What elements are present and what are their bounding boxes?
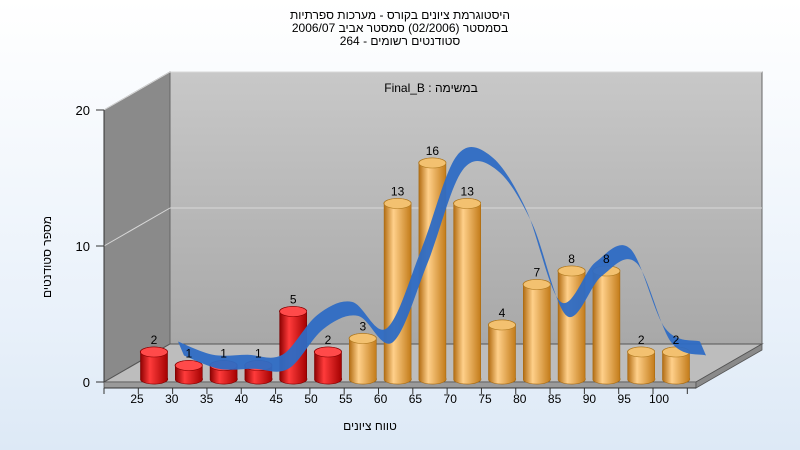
bar-value-label: 1 xyxy=(255,347,262,361)
bar-value-label: 16 xyxy=(426,144,440,158)
bar-value-label: 13 xyxy=(461,185,475,199)
bar xyxy=(522,279,551,385)
bar-value-label: 13 xyxy=(391,185,405,199)
y-axis-label: מספר סטודנטים xyxy=(40,215,54,299)
bar-value-label: 5 xyxy=(290,293,297,307)
x-tick-label: 75 xyxy=(478,392,492,406)
x-axis-label: טווח ציונים xyxy=(343,419,397,433)
bar xyxy=(487,319,517,385)
y-axis-ticks: 0 10 20 xyxy=(76,103,105,390)
x-tick-label: 40 xyxy=(235,392,249,406)
bar xyxy=(348,333,377,385)
bars xyxy=(139,157,691,385)
bar-value-label: 7 xyxy=(533,266,540,280)
data-labels: 2 1 1 1 5 2 3 13 16 13 4 7 8 8 2 2 xyxy=(151,144,680,361)
trend-ribbon xyxy=(178,147,706,372)
x-tick-label: 80 xyxy=(513,392,527,406)
bar-value-label: 8 xyxy=(568,252,575,266)
bar-value-label: 2 xyxy=(325,333,332,347)
x-tick-label: 55 xyxy=(339,392,353,406)
y-tick-label: 0 xyxy=(83,375,90,390)
x-tick-label: 25 xyxy=(130,392,144,406)
y-tick-label: 20 xyxy=(76,103,90,118)
bar xyxy=(313,346,343,385)
chart-subtitle: Final_B : במשימה xyxy=(384,81,478,95)
x-tick-label: 90 xyxy=(583,392,597,406)
grid-line-left xyxy=(103,207,171,247)
bar xyxy=(627,346,656,385)
bar xyxy=(453,198,482,385)
y-tick-label: 10 xyxy=(76,239,90,254)
grid-line-left xyxy=(103,71,171,111)
chart-title-line2: בסמסטר (02/2006) סמסטר אביב 2006/07 xyxy=(291,21,509,35)
bar-value-label: 2 xyxy=(673,333,680,347)
x-tick-label: 60 xyxy=(374,392,388,406)
x-tick-label: 70 xyxy=(444,392,458,406)
x-tick-label: 35 xyxy=(200,392,214,406)
x-tick-label: 30 xyxy=(165,392,179,406)
bar xyxy=(592,265,621,385)
bar-value-label: 4 xyxy=(499,306,506,320)
x-tick-label: 100 xyxy=(649,392,669,406)
x-tick-label: 45 xyxy=(270,392,284,406)
bar-value-label: 8 xyxy=(603,252,610,266)
chart-title-line3: סטודנטים רשומים - 264 xyxy=(339,34,461,48)
x-axis-ticks: 25 30 35 40 45 50 55 60 65 70 75 80 85 90 95 100 xyxy=(103,388,688,406)
bar-value-label: 3 xyxy=(359,320,366,334)
x-tick-label: 85 xyxy=(548,392,562,406)
x-tick-label: 50 xyxy=(304,392,318,406)
bar-value-label: 1 xyxy=(220,347,227,361)
bar-value-label: 2 xyxy=(638,333,645,347)
bar xyxy=(139,346,169,385)
bar xyxy=(174,360,203,385)
bar-value-label: 2 xyxy=(151,333,158,347)
x-tick-label: 65 xyxy=(409,392,423,406)
floor-edge-side xyxy=(695,343,763,389)
x-tick-label: 95 xyxy=(618,392,632,406)
chart-titles: היסטוגרמת ציונים בקורס - מערכות ספרתיות … xyxy=(0,9,800,48)
chart-title-line1: היסטוגרמת ציונים בקורס - מערכות ספרתיות xyxy=(290,8,510,22)
bar-value-label: 1 xyxy=(185,347,192,361)
